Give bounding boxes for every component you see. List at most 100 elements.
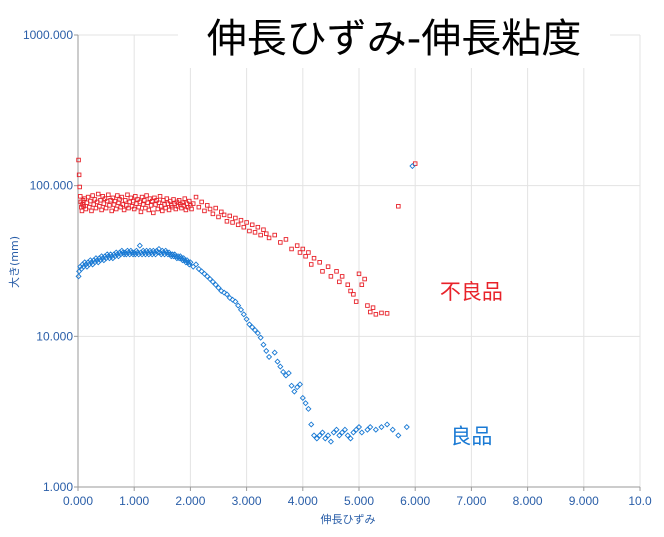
data-point-square <box>244 220 249 225</box>
data-point-square <box>88 198 93 204</box>
data-point-square <box>106 192 111 198</box>
data-point-diamond <box>299 394 306 401</box>
data-point-square <box>79 208 85 214</box>
data-point-square <box>261 227 266 232</box>
data-point-square <box>294 243 300 248</box>
data-point-diamond <box>183 257 191 264</box>
data-point-square <box>160 208 165 214</box>
data-point-diamond <box>232 298 239 305</box>
data-point-square <box>365 303 370 308</box>
data-point-square <box>348 288 353 294</box>
data-point-square <box>148 203 154 208</box>
series-group <box>75 162 416 445</box>
data-point-square <box>144 193 149 198</box>
y-tick-label: 100.000 <box>30 179 74 193</box>
data-point-square <box>325 264 331 269</box>
data-point-square <box>115 193 120 198</box>
data-point-square <box>193 194 199 200</box>
data-point-diamond <box>128 249 135 256</box>
data-point-diamond <box>167 251 174 258</box>
data-point-square <box>202 208 207 214</box>
data-point-diamond <box>192 261 200 268</box>
data-point-square <box>89 208 94 214</box>
data-point-square <box>362 276 367 282</box>
data-point-square <box>230 220 235 225</box>
data-point-square <box>187 198 192 204</box>
data-point-square <box>199 199 204 205</box>
data-point-square <box>216 214 221 220</box>
x-axis-label: 伸長ひずみ <box>321 513 376 526</box>
data-point-diamond <box>127 247 134 254</box>
data-point-square <box>107 203 112 208</box>
data-point-square <box>272 232 277 238</box>
data-point-square <box>76 172 82 178</box>
data-point-diamond <box>152 251 159 258</box>
data-point-diamond <box>395 432 402 439</box>
data-point-square <box>255 224 261 230</box>
data-point-diamond <box>347 435 354 442</box>
data-point-diamond <box>355 424 363 431</box>
data-point-square <box>320 269 325 274</box>
data-point-square <box>210 211 216 217</box>
data-point-square <box>219 209 224 215</box>
data-point-square <box>300 246 306 252</box>
data-point-square <box>247 228 252 234</box>
data-point-square <box>289 246 294 252</box>
data-point-diamond <box>171 251 178 258</box>
data-point-square <box>103 205 109 211</box>
data-point-square <box>278 240 283 245</box>
data-point-diamond <box>280 368 287 376</box>
data-point-square <box>90 193 95 198</box>
data-point-diamond <box>353 426 360 433</box>
data-point-square <box>196 204 202 210</box>
grid-lines <box>78 34 641 488</box>
data-point-diamond <box>288 382 295 389</box>
data-point-square <box>155 206 161 212</box>
data-point-square <box>176 198 182 203</box>
data-point-diamond <box>178 255 185 262</box>
data-point-square <box>171 197 176 202</box>
data-point-square <box>77 194 83 199</box>
data-point-square <box>266 235 272 241</box>
data-point-square <box>130 198 136 204</box>
data-point-diamond <box>285 370 292 377</box>
data-point-diamond <box>266 353 273 360</box>
data-point-diamond <box>187 259 194 266</box>
data-point-diamond <box>121 251 128 258</box>
data-point-diamond <box>319 429 326 436</box>
data-point-square <box>142 198 147 203</box>
data-points <box>75 157 418 445</box>
data-point-diamond <box>136 242 143 249</box>
data-point-diamond <box>163 249 170 256</box>
data-point-diamond <box>115 253 122 260</box>
data-point-diamond <box>372 426 379 433</box>
data-point-diamond <box>133 247 140 254</box>
data-point-diamond <box>243 316 250 323</box>
x-tick-label: 10.0 <box>628 494 652 508</box>
data-point-diamond <box>305 405 312 412</box>
x-tick-label: 9.000 <box>569 494 599 508</box>
data-point-diamond <box>350 429 357 436</box>
data-point-diamond <box>249 324 256 331</box>
data-point-diamond <box>154 249 161 256</box>
data-point-diamond <box>384 421 391 428</box>
x-tick-label: 2.000 <box>175 494 205 508</box>
data-point-square <box>249 222 255 228</box>
data-point-square <box>317 260 322 265</box>
data-point-square <box>359 282 365 287</box>
data-point-square <box>137 199 143 205</box>
data-point-diamond <box>327 438 334 445</box>
data-point-diamond <box>185 259 192 266</box>
data-point-diamond <box>177 253 184 260</box>
data-point-diamond <box>119 249 126 256</box>
data-point-diamond <box>118 247 125 254</box>
data-point-square <box>384 311 390 316</box>
data-point-square <box>77 184 82 190</box>
y-tick-label: 1000.000 <box>23 28 73 42</box>
data-point-square <box>119 194 125 200</box>
data-point-diamond <box>263 347 270 354</box>
data-point-diamond <box>181 257 188 264</box>
data-point-diamond <box>389 426 396 433</box>
data-point-square <box>334 269 339 274</box>
